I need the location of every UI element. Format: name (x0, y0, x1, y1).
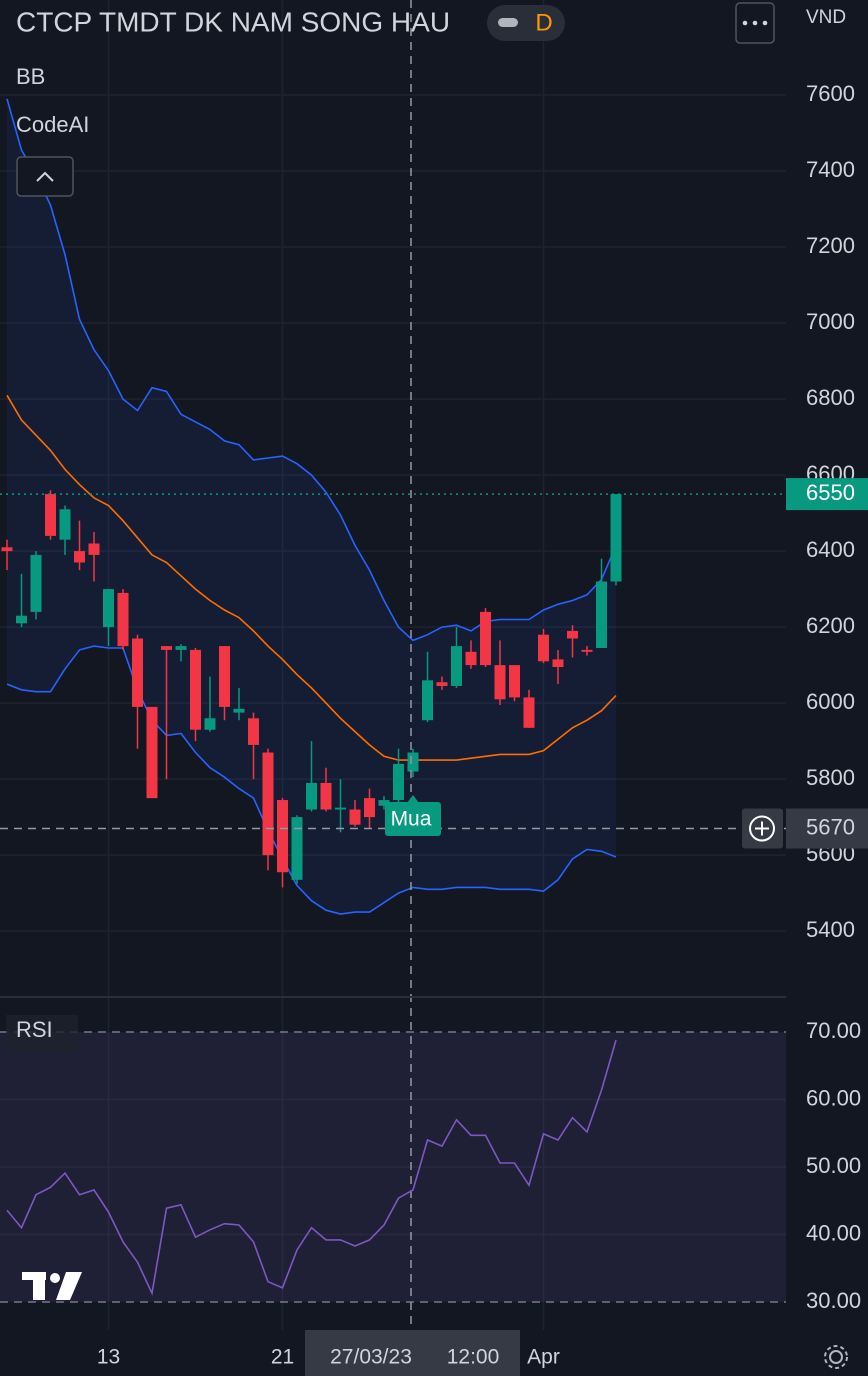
more-button[interactable] (735, 2, 775, 44)
candle-body (204, 718, 216, 730)
candle-body (320, 782, 332, 810)
y-tick-label: 6200 (806, 613, 855, 638)
y-tick-label: 6400 (806, 537, 855, 562)
candle-body (523, 697, 535, 728)
x-tick-label: 13 (97, 1346, 120, 1369)
candle-body (538, 634, 549, 662)
candle-body (190, 649, 201, 730)
candle-body (277, 800, 288, 873)
indicator-codeai: CodeAI (16, 112, 89, 137)
candle-body (581, 649, 593, 652)
toggle-knob (498, 18, 518, 27)
candle-body (219, 646, 230, 707)
candle-body (378, 800, 390, 806)
indicator-bb: BB (16, 64, 45, 89)
y-tick-label: 30.00 (806, 1288, 861, 1313)
candle-body (262, 752, 274, 856)
crosshair-time: 12:00 (447, 1346, 500, 1369)
candle-body (422, 680, 433, 721)
symbol-title: CTCP TMDT DK NAM SONG HAU (16, 6, 450, 37)
y-tick-label: 50.00 (806, 1153, 861, 1178)
last-price-label: 6550 (806, 480, 855, 505)
candle-body (88, 543, 100, 555)
indicator-line (6, 394, 617, 761)
candle-body (117, 592, 129, 647)
candle-body (248, 718, 259, 745)
y-tick-label: 7200 (806, 233, 855, 258)
candle-body (233, 708, 245, 713)
candle-body (291, 817, 303, 880)
crosshair-price-label: 5670 (806, 814, 855, 839)
last-price-box (786, 478, 868, 511)
candle-body (349, 809, 361, 825)
candle-body (306, 782, 317, 810)
crosshair-time-bg (305, 1330, 520, 1376)
y-tick-label: 70.00 (806, 1018, 861, 1043)
candle-body (552, 659, 564, 668)
candle-body (451, 646, 462, 687)
caret-icon (36, 171, 54, 182)
rsi-title: RSI (16, 1017, 53, 1042)
candle-body (103, 589, 114, 628)
y-tick-label: 6000 (806, 689, 855, 714)
more-dots (742, 20, 768, 26)
y-tick-label: 6800 (806, 385, 855, 410)
candle-body (1, 547, 13, 552)
currency: VND (806, 7, 846, 28)
y-tick-label: 7000 (806, 309, 855, 334)
candle-body (407, 752, 419, 772)
candle-body (364, 798, 375, 818)
candle-body (30, 554, 42, 612)
y-tick-label: 5800 (806, 765, 855, 790)
x-tick-label: 21 (271, 1346, 294, 1369)
plus-icon (749, 815, 775, 842)
candle-body (335, 807, 346, 810)
plus-icon (755, 821, 769, 836)
rsi-band-fill (0, 1032, 786, 1302)
candle-body (567, 630, 578, 639)
candle-body (465, 651, 477, 666)
candle-body (509, 665, 520, 698)
candle-body (161, 646, 172, 650)
rsi-line (6, 1039, 617, 1296)
x-tick-label: Apr (527, 1346, 560, 1369)
logo (22, 1272, 82, 1300)
signal-tag (385, 802, 441, 836)
y-tick-label: 40.00 (806, 1220, 861, 1245)
candle-body (74, 551, 85, 563)
collapse-button[interactable] (16, 156, 74, 197)
grid (0, 0, 786, 1330)
candle-body (146, 706, 158, 799)
crosshair-date: 27/03/23 (330, 1346, 412, 1369)
y-tick-label: 7600 (806, 81, 855, 106)
candle-body (45, 494, 56, 536)
y-tick-label: 60.00 (806, 1085, 861, 1110)
y-tick-label: 5400 (806, 917, 855, 942)
indicator-line (6, 98, 617, 642)
candle-body (596, 581, 607, 649)
settings-icon[interactable] (824, 1345, 848, 1369)
indicator-line (6, 645, 617, 915)
crosshair-price-box (786, 808, 868, 849)
candle-body (132, 638, 143, 707)
candle-body (436, 682, 448, 687)
band-fill (7, 98, 616, 915)
rsi-label-bg (6, 1015, 78, 1053)
candle-body (610, 494, 622, 582)
candle-body (393, 763, 404, 801)
y-tick-label: 7400 (806, 157, 855, 182)
candle-body (16, 615, 27, 624)
candle-body (59, 509, 71, 540)
candle-body (480, 611, 491, 666)
timeframe: D (535, 9, 552, 36)
candle-body (175, 646, 187, 650)
timeframe-toggle[interactable] (487, 5, 565, 41)
candle-body (494, 665, 506, 700)
signal-pointer (407, 795, 419, 803)
signal-label: Mua (391, 808, 432, 831)
